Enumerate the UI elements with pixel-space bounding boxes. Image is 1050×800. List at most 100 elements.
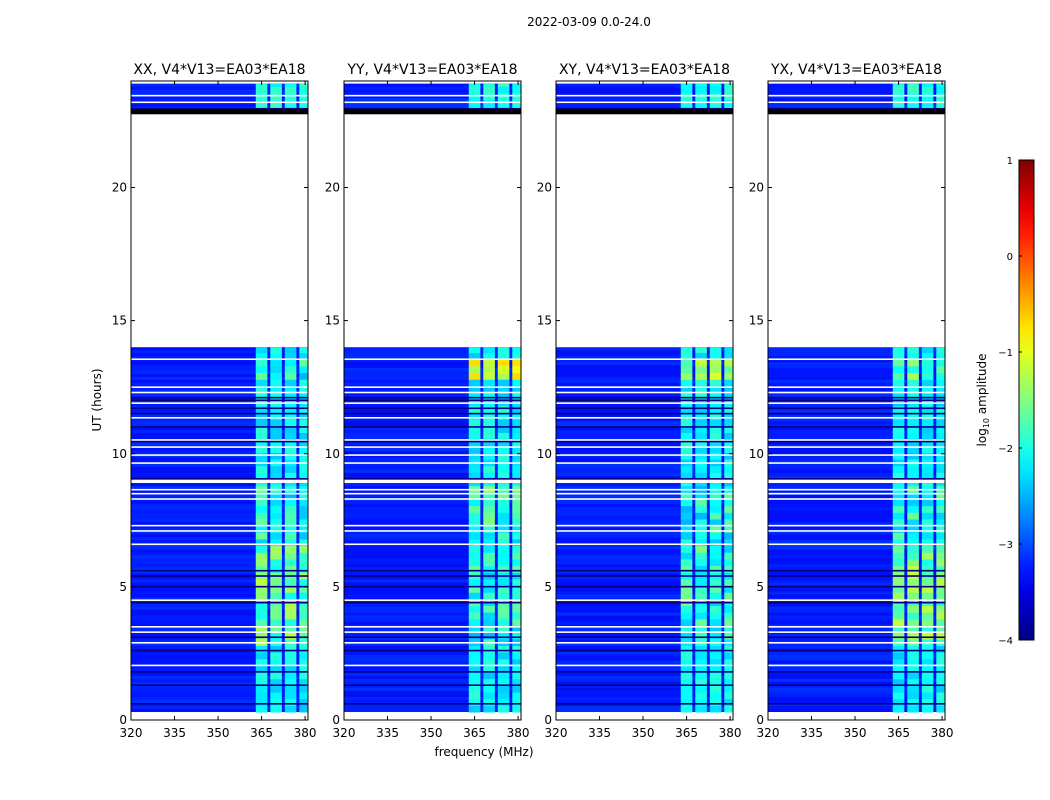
rfi-cell xyxy=(892,499,905,507)
noise-row xyxy=(344,513,521,517)
rfi-cell xyxy=(936,538,945,547)
rfi-cell xyxy=(497,465,510,473)
rfi-cell xyxy=(921,372,934,380)
rfi-cell xyxy=(270,372,282,380)
rfi-cell xyxy=(299,405,308,413)
rfi-cell xyxy=(680,672,693,680)
noise-row xyxy=(344,642,521,646)
rfi-cell xyxy=(255,392,268,400)
rfi-cell xyxy=(468,405,481,413)
rfi-cell xyxy=(695,632,707,640)
rfi-cell xyxy=(299,492,308,500)
rfi-cell xyxy=(255,538,268,547)
noise-row xyxy=(131,576,308,580)
gap-line xyxy=(556,712,733,715)
rfi-cell xyxy=(907,605,919,613)
rfi-cell xyxy=(695,465,707,473)
dark-line xyxy=(344,478,521,480)
noise-row xyxy=(344,603,521,607)
rfi-cell xyxy=(468,419,481,427)
noise-row xyxy=(344,83,521,87)
rfi-cell xyxy=(936,465,945,473)
rfi-cell xyxy=(468,385,481,394)
y-tick-label: 10 xyxy=(112,447,127,461)
rfi-cell xyxy=(468,465,481,473)
rfi-cell xyxy=(512,441,521,447)
rfi-cell xyxy=(270,612,282,620)
rfi-cell xyxy=(907,565,919,573)
noise-row xyxy=(768,382,945,386)
gap-line xyxy=(556,101,733,104)
rfi-cell xyxy=(936,532,945,540)
noise-row xyxy=(344,463,521,467)
noise-row xyxy=(556,475,733,480)
rfi-cell xyxy=(284,379,297,387)
rfi-cell xyxy=(680,86,693,94)
y-tick-label: 20 xyxy=(325,181,340,195)
noise-row xyxy=(556,516,733,520)
rfi-cell xyxy=(907,518,919,527)
rfi-cell xyxy=(695,352,707,360)
noise-row xyxy=(344,424,521,428)
rfi-cell xyxy=(695,698,707,706)
noise-row xyxy=(131,705,308,709)
noise-row xyxy=(556,645,733,649)
noise-row xyxy=(131,463,308,467)
rfi-cell xyxy=(709,678,722,686)
noise-row xyxy=(556,347,733,351)
gap-line xyxy=(556,492,733,495)
rfi-cell xyxy=(270,665,282,673)
rfi-cell xyxy=(936,665,945,673)
rfi-cell xyxy=(695,86,707,94)
rfi-cell xyxy=(695,612,707,620)
rfi-cell xyxy=(299,441,308,447)
noise-row xyxy=(768,573,945,577)
noise-row xyxy=(344,528,521,532)
noise-row xyxy=(556,615,733,619)
noise-row xyxy=(556,353,733,357)
rfi-cell xyxy=(255,665,268,673)
dark-line xyxy=(344,569,521,572)
colorbar-tick-label: 0 xyxy=(1007,252,1013,263)
rfi-cell xyxy=(468,612,481,620)
gap-line xyxy=(344,641,521,644)
dark-line xyxy=(131,107,308,110)
rfi-cell xyxy=(468,392,481,400)
rfi-cell xyxy=(709,705,722,713)
rfi-cell xyxy=(512,347,521,354)
rfi-cell xyxy=(468,692,481,700)
noise-row xyxy=(131,507,308,511)
y-tick-label: 5 xyxy=(332,580,340,594)
rfi-cell xyxy=(497,618,510,626)
noise-row xyxy=(344,486,521,490)
y-tick-label: 15 xyxy=(537,314,552,328)
noise-row xyxy=(768,98,945,102)
noise-row xyxy=(344,546,521,550)
dark-line xyxy=(344,107,521,110)
dark-line xyxy=(556,440,733,443)
noise-row xyxy=(556,678,733,682)
noise-row xyxy=(344,552,521,556)
noise-row xyxy=(556,609,733,613)
rfi-cell xyxy=(255,592,268,600)
rfi-cell xyxy=(680,585,693,593)
noise-row xyxy=(768,564,945,568)
noise-row xyxy=(131,92,308,96)
rfi-cell xyxy=(709,472,722,480)
rfi-cell xyxy=(892,99,905,107)
rfi-cell xyxy=(483,359,495,367)
rfi-cell xyxy=(921,365,934,374)
gap-line xyxy=(556,641,733,644)
noise-row xyxy=(131,347,308,351)
dark-line xyxy=(131,636,308,639)
rfi-cell xyxy=(299,632,308,640)
noise-row xyxy=(556,89,733,93)
rfi-cell xyxy=(921,585,934,593)
rfi-cell xyxy=(695,672,707,680)
gap-line xyxy=(768,712,945,715)
rfi-cell xyxy=(695,483,707,487)
noise-row xyxy=(768,597,945,601)
noise-row xyxy=(768,95,945,99)
